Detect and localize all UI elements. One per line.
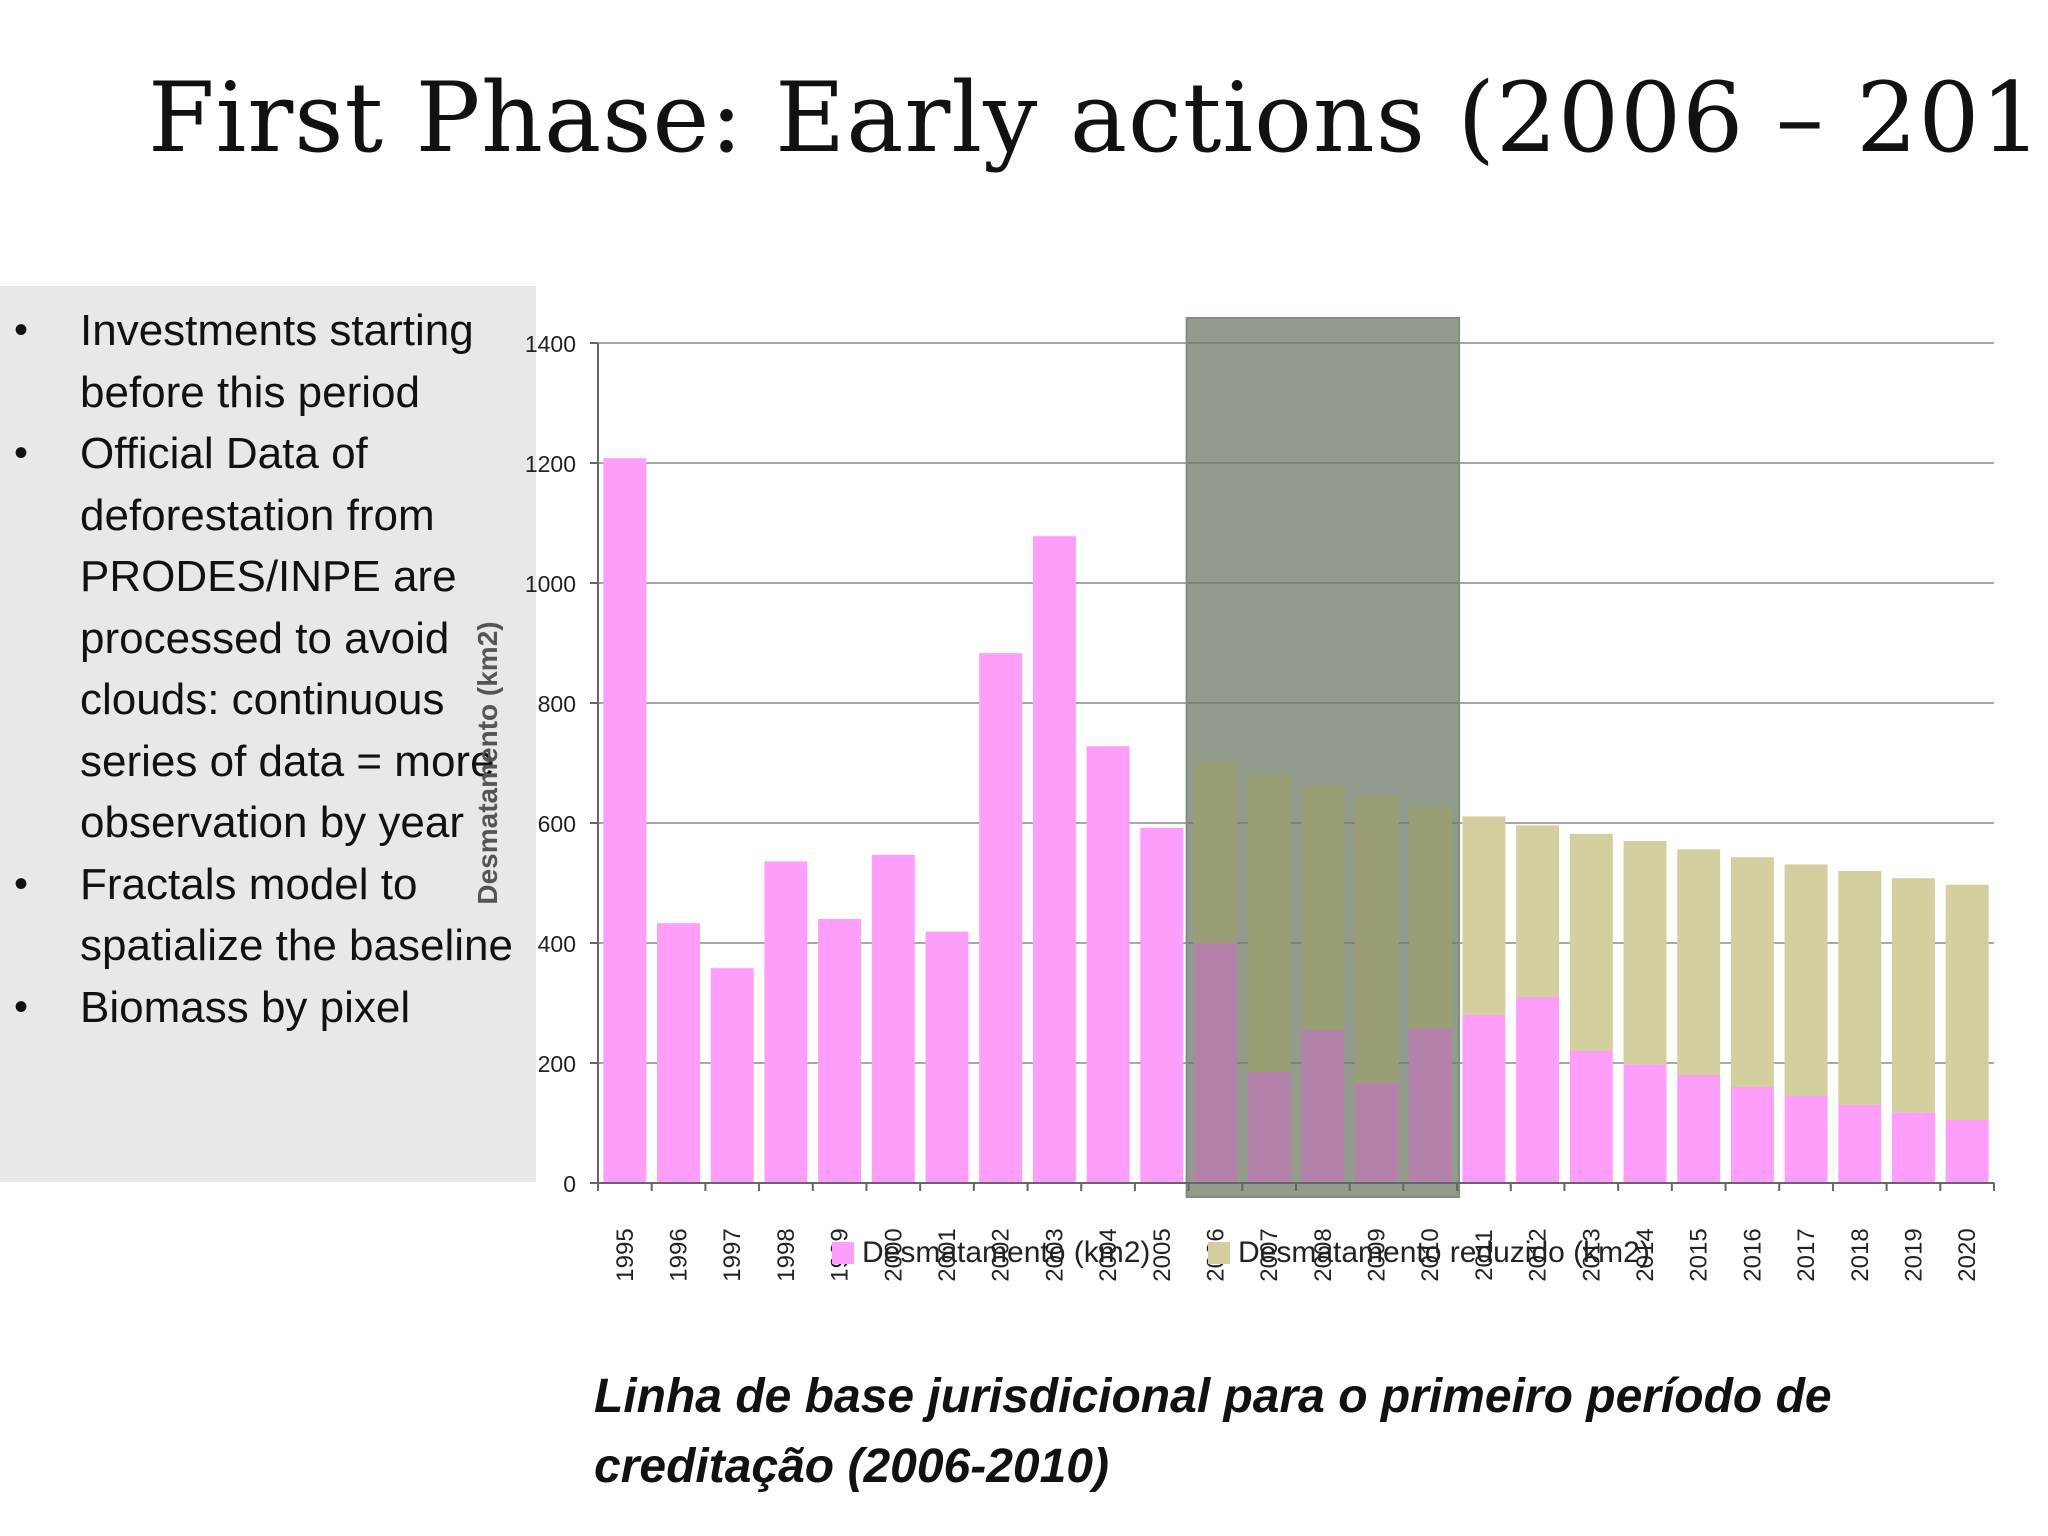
bullet-item: Fractals model to spatialize the baselin… [0, 854, 536, 977]
bar-desmatamento [1032, 536, 1076, 1183]
bar-desmatamento [871, 854, 915, 1183]
bar-desmatamento-reduzido [1193, 763, 1237, 943]
legend-label-desmatamento: Desmatamento (km2) [862, 1236, 1150, 1269]
bar-desmatamento-reduzido [1355, 796, 1399, 1083]
bar-desmatamento [1838, 1105, 1882, 1183]
highlight-period-overlay [1186, 318, 1460, 1197]
bar-desmatamento-reduzido [1784, 864, 1828, 1096]
bar-desmatamento-reduzido [1945, 884, 1989, 1120]
bar-desmatamento-reduzido [1247, 775, 1291, 1072]
x-tick-label: 1996 [666, 1228, 693, 1281]
bar-desmatamento-reduzido [1677, 849, 1721, 1075]
y-tick-label: 200 [538, 1051, 576, 1077]
x-tick-label: 2013 [1578, 1228, 1605, 1281]
y-tick-label: 1000 [525, 571, 576, 597]
x-tick-label: 2012 [1525, 1228, 1552, 1281]
y-axis-title: Desmatamento (km2) [472, 621, 503, 904]
bar-desmatamento-reduzido [1623, 841, 1667, 1065]
x-tick-label: 2009 [1364, 1228, 1391, 1281]
y-tick-label: 600 [538, 811, 576, 837]
bar-desmatamento-reduzido [1891, 878, 1935, 1113]
x-tick-label: 2016 [1739, 1228, 1766, 1281]
x-tick-label: 2003 [1041, 1228, 1068, 1281]
bar-desmatamento [603, 458, 647, 1183]
y-tick-label: 1200 [525, 451, 576, 477]
bar-desmatamento [1408, 1028, 1452, 1183]
x-tick-label: 2018 [1847, 1228, 1874, 1281]
bar-desmatamento [657, 923, 701, 1183]
x-tick-label: 2004 [1095, 1228, 1122, 1281]
y-tick-label: 0 [563, 1171, 576, 1197]
bar-desmatamento [1677, 1075, 1721, 1183]
bar-desmatamento-reduzido [1730, 857, 1774, 1087]
legend-swatch-desmatamento-reduzido [1208, 1242, 1230, 1264]
bullet-list: Investments starting before this period … [0, 286, 536, 1038]
bar-desmatamento [1730, 1087, 1774, 1183]
x-tick-label: 2015 [1686, 1228, 1713, 1281]
bar-desmatamento [1623, 1064, 1667, 1183]
x-tick-label: 2007 [1256, 1228, 1283, 1281]
bar-desmatamento-reduzido [1838, 871, 1882, 1105]
bar-desmatamento [1193, 943, 1237, 1183]
x-tick-label: 1998 [773, 1228, 800, 1281]
bar-desmatamento-reduzido [1408, 806, 1452, 1029]
bar-desmatamento [1891, 1112, 1935, 1183]
bar-desmatamento-reduzido [1462, 816, 1506, 1015]
bar-desmatamento-reduzido [1516, 825, 1560, 997]
x-tick-label: 1997 [719, 1228, 746, 1281]
bar-desmatamento-reduzido [1569, 833, 1613, 1051]
bar-desmatamento [1784, 1096, 1828, 1183]
y-tick-label: 800 [538, 691, 576, 717]
x-tick-label: 2001 [934, 1228, 961, 1281]
bar-desmatamento [1086, 746, 1130, 1183]
bar-desmatamento [1569, 1051, 1613, 1183]
bar-desmatamento [764, 861, 808, 1183]
bar-desmatamento [1247, 1072, 1291, 1183]
x-tick-label: 1995 [612, 1228, 639, 1281]
bar-desmatamento [818, 919, 862, 1183]
x-tick-label: 2000 [880, 1228, 907, 1281]
bar-desmatamento [979, 653, 1023, 1183]
bullet-item: Investments starting before this period [0, 300, 536, 423]
legend-label-desmatamento-reduzido: Desmatamento reduzido (km2) [1238, 1236, 1650, 1269]
bullet-item: Biomass by pixel [0, 977, 536, 1039]
bar-desmatamento [1516, 997, 1560, 1183]
chart-caption: Linha de base jurisdicional para o prime… [594, 1370, 1832, 1493]
y-tick-label: 1400 [525, 331, 576, 357]
bullet-item: Official Data of deforestation from PROD… [0, 423, 536, 854]
bar-desmatamento [1301, 1030, 1345, 1183]
bar-desmatamento [1140, 827, 1184, 1183]
x-tick-label: 2011 [1471, 1229, 1498, 1281]
bar-desmatamento-reduzido [1301, 785, 1345, 1030]
bar-desmatamento [1462, 1015, 1506, 1183]
bar-desmatamento [710, 968, 754, 1183]
legend-swatch-desmatamento [832, 1242, 854, 1264]
x-tick-label: 2010 [1417, 1228, 1444, 1281]
x-tick-label: 2002 [988, 1228, 1015, 1281]
x-tick-label: 2017 [1793, 1228, 1820, 1281]
x-tick-label: 2014 [1632, 1228, 1659, 1281]
bullet-panel: Investments starting before this period … [0, 286, 536, 1182]
bar-desmatamento [1945, 1120, 1989, 1183]
slide-title: First Phase: Early actions (2006 – 2010) [148, 62, 2048, 174]
bar-desmatamento [1355, 1082, 1399, 1183]
x-tick-label: 2005 [1149, 1228, 1176, 1281]
y-tick-label: 400 [538, 931, 576, 957]
highlight-period-border [1185, 317, 1461, 1198]
x-tick-label: 2019 [1900, 1228, 1927, 1281]
bar-desmatamento [925, 931, 969, 1183]
x-tick-label: 2008 [1310, 1228, 1337, 1281]
x-tick-label: 2020 [1954, 1228, 1981, 1281]
